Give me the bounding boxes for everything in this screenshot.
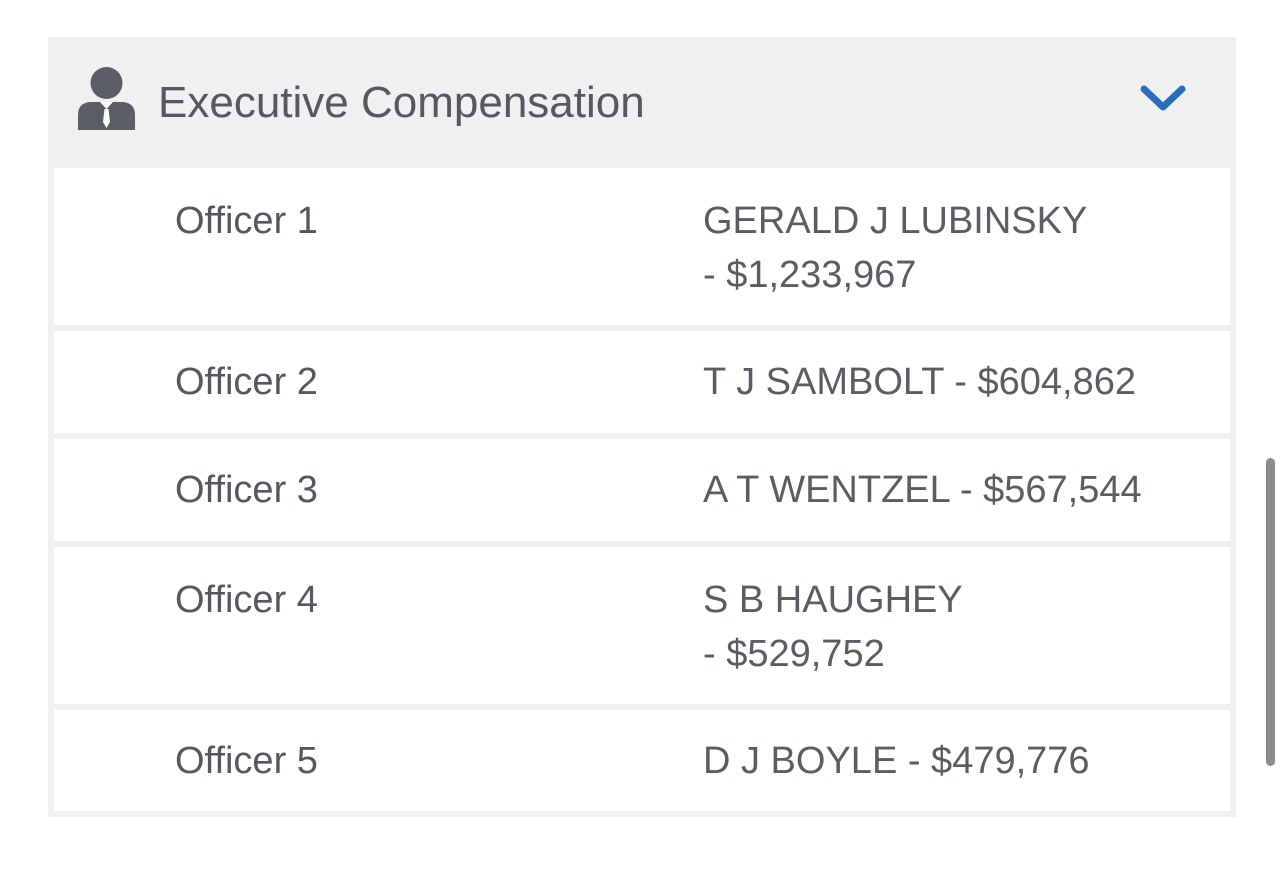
scrollbar[interactable] — [1266, 458, 1275, 766]
officer-label: Officer 2 — [175, 361, 318, 403]
panel-header[interactable]: Executive Compensation — [48, 37, 1236, 168]
officer-compensation: GERALD J LUBINSKY - $1,233,967 — [703, 200, 1087, 296]
executive-person-icon — [78, 67, 135, 130]
officer-row: Officer 5 D J BOYLE - $479,776 — [54, 710, 1230, 811]
officer-row: Officer 1 GERALD J LUBINSKY - $1,233,967 — [54, 168, 1230, 325]
executive-compensation-panel: Executive Compensation Officer 1 GERALD … — [48, 37, 1236, 817]
officer-label: Officer 3 — [175, 469, 318, 511]
officer-compensation: A T WENTZEL - $567,544 — [703, 469, 1142, 511]
officer-row: Officer 2 T J SAMBOLT - $604,862 — [54, 331, 1230, 433]
officer-compensation: T J SAMBOLT - $604,862 — [703, 361, 1136, 403]
officer-label: Officer 1 — [175, 200, 318, 242]
officer-label: Officer 4 — [175, 579, 318, 621]
officer-row: Officer 4 S B HAUGHEY - $529,752 — [54, 547, 1230, 704]
officer-label: Officer 5 — [175, 740, 318, 782]
officer-compensation: D J BOYLE - $479,776 — [703, 740, 1090, 782]
officer-compensation: S B HAUGHEY - $529,752 — [703, 579, 963, 675]
officer-row: Officer 3 A T WENTZEL - $567,544 — [54, 439, 1230, 541]
chevron-down-icon[interactable] — [1138, 81, 1188, 115]
panel-title: Executive Compensation — [158, 78, 645, 127]
